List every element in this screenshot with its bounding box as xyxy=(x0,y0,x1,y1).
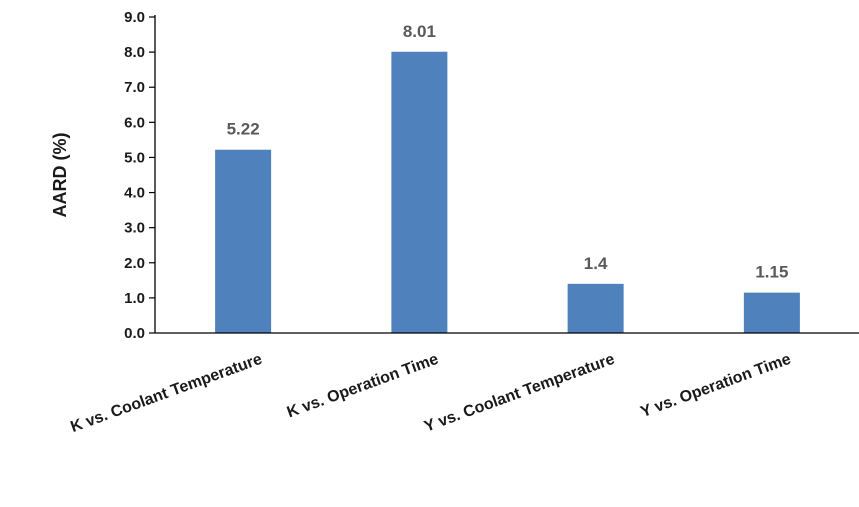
y-axis-title: AARD (%) xyxy=(50,133,70,218)
bar xyxy=(743,292,800,333)
data-label: 8.01 xyxy=(403,22,436,41)
y-tick-label: 5.0 xyxy=(124,149,145,166)
data-label: 1.4 xyxy=(584,254,608,273)
data-label: 5.22 xyxy=(227,120,260,139)
y-tick-label: 9.0 xyxy=(124,9,145,26)
bar xyxy=(391,51,448,333)
y-tick-label: 7.0 xyxy=(124,79,145,96)
bar xyxy=(215,149,272,333)
x-category-label: Y vs. Coolant Temperature xyxy=(422,351,617,436)
y-tick-label: 8.0 xyxy=(124,44,145,61)
x-category-label: K vs. Operation Time xyxy=(285,351,441,422)
x-category-label: Y vs. Operation Time xyxy=(638,351,793,421)
y-tick-label: 6.0 xyxy=(124,114,145,131)
data-label: 1.15 xyxy=(755,263,788,282)
y-tick-label: 0.0 xyxy=(124,325,145,342)
y-tick-label: 2.0 xyxy=(124,255,145,272)
x-category-label: K vs. Coolant Temperature xyxy=(68,351,264,436)
y-tick-label: 4.0 xyxy=(124,185,145,202)
y-tick-label: 1.0 xyxy=(124,290,145,307)
bar xyxy=(567,283,624,333)
y-tick-label: 3.0 xyxy=(124,220,145,237)
